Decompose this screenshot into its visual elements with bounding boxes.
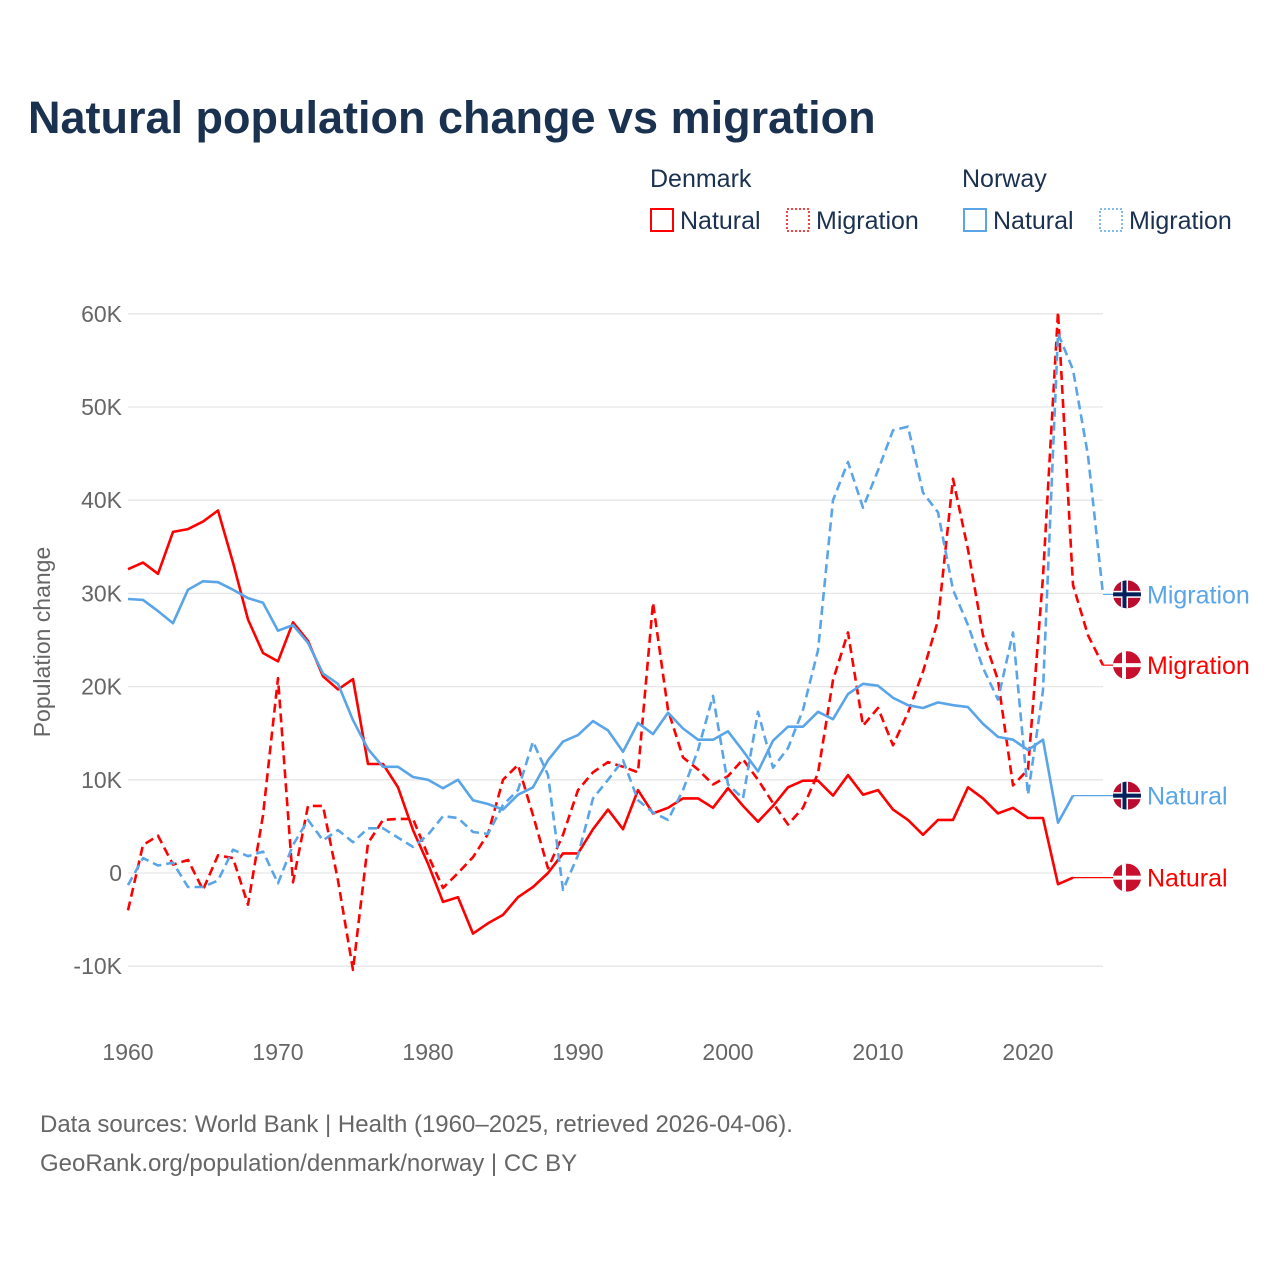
x-tick-label: 1970: [252, 1039, 303, 1065]
x-tick-label: 1960: [102, 1039, 153, 1065]
denmark-flag-icon: [1113, 651, 1141, 680]
end-label-no-natural: Natural: [1147, 783, 1228, 811]
x-axis-ticks: 1960 1970 1980 1990 2000 2010 2020: [102, 1039, 1053, 1065]
y-tick-label: 20K: [81, 674, 123, 700]
legend: Denmark Natural Migration Norway Natural…: [650, 165, 1232, 235]
gridlines: [128, 313, 1103, 967]
end-label-dk-migration: Migration: [1147, 652, 1250, 680]
legend-swatch-dk-natural: [650, 208, 674, 232]
legend-item-dk-migration[interactable]: Migration: [816, 207, 919, 235]
legend-item-no-natural[interactable]: Natural: [993, 207, 1074, 235]
legend-group-norway: Norway: [962, 165, 1047, 193]
end-labels: Migration Migration Natural Natural: [1073, 580, 1250, 893]
y-axis-title: Population change: [29, 547, 55, 738]
end-label-dk-natural: Natural: [1147, 865, 1228, 893]
legend-swatch-no-migration: [1099, 208, 1123, 232]
series-line-dk-migration: [126, 310, 1105, 972]
legend-group-denmark: Denmark: [650, 165, 752, 193]
y-tick-label: 60K: [81, 301, 123, 327]
legend-item-no-migration[interactable]: Migration: [1129, 207, 1232, 235]
y-tick-label: 30K: [81, 580, 123, 606]
y-axis-ticks: 60K 50K 40K 30K 20K 10K 0 -10K: [73, 301, 122, 979]
series-lines: [126, 310, 1105, 972]
footer-sources: Data sources: World Bank | Health (1960–…: [40, 1111, 793, 1138]
y-tick-label: -10K: [73, 953, 122, 979]
legend-swatch-no-natural: [963, 208, 987, 232]
x-tick-label: 1980: [402, 1039, 453, 1065]
series-line-no-migration: [126, 332, 1105, 892]
y-tick-label: 0: [109, 860, 122, 886]
y-tick-label: 10K: [81, 767, 123, 793]
end-label-no-migration: Migration: [1147, 581, 1250, 609]
norway-flag-icon: [1113, 781, 1141, 810]
y-tick-label: 50K: [81, 394, 123, 420]
legend-swatch-dk-migration: [786, 208, 810, 232]
series-line-no-natural: [127, 580, 1075, 824]
x-tick-label: 2000: [702, 1039, 753, 1065]
x-tick-label: 2010: [852, 1039, 903, 1065]
legend-item-dk-natural[interactable]: Natural: [680, 207, 761, 235]
footer-link[interactable]: GeoRank.org/population/denmark/norway | …: [40, 1150, 577, 1177]
y-tick-label: 40K: [81, 487, 123, 513]
denmark-flag-icon: [1113, 863, 1141, 892]
series-line-dk-natural: [127, 509, 1074, 935]
x-tick-label: 2020: [1002, 1039, 1053, 1065]
x-tick-label: 1990: [552, 1039, 603, 1065]
chart-title: Natural population change vs migration: [28, 92, 876, 143]
norway-flag-icon: [1113, 580, 1141, 609]
